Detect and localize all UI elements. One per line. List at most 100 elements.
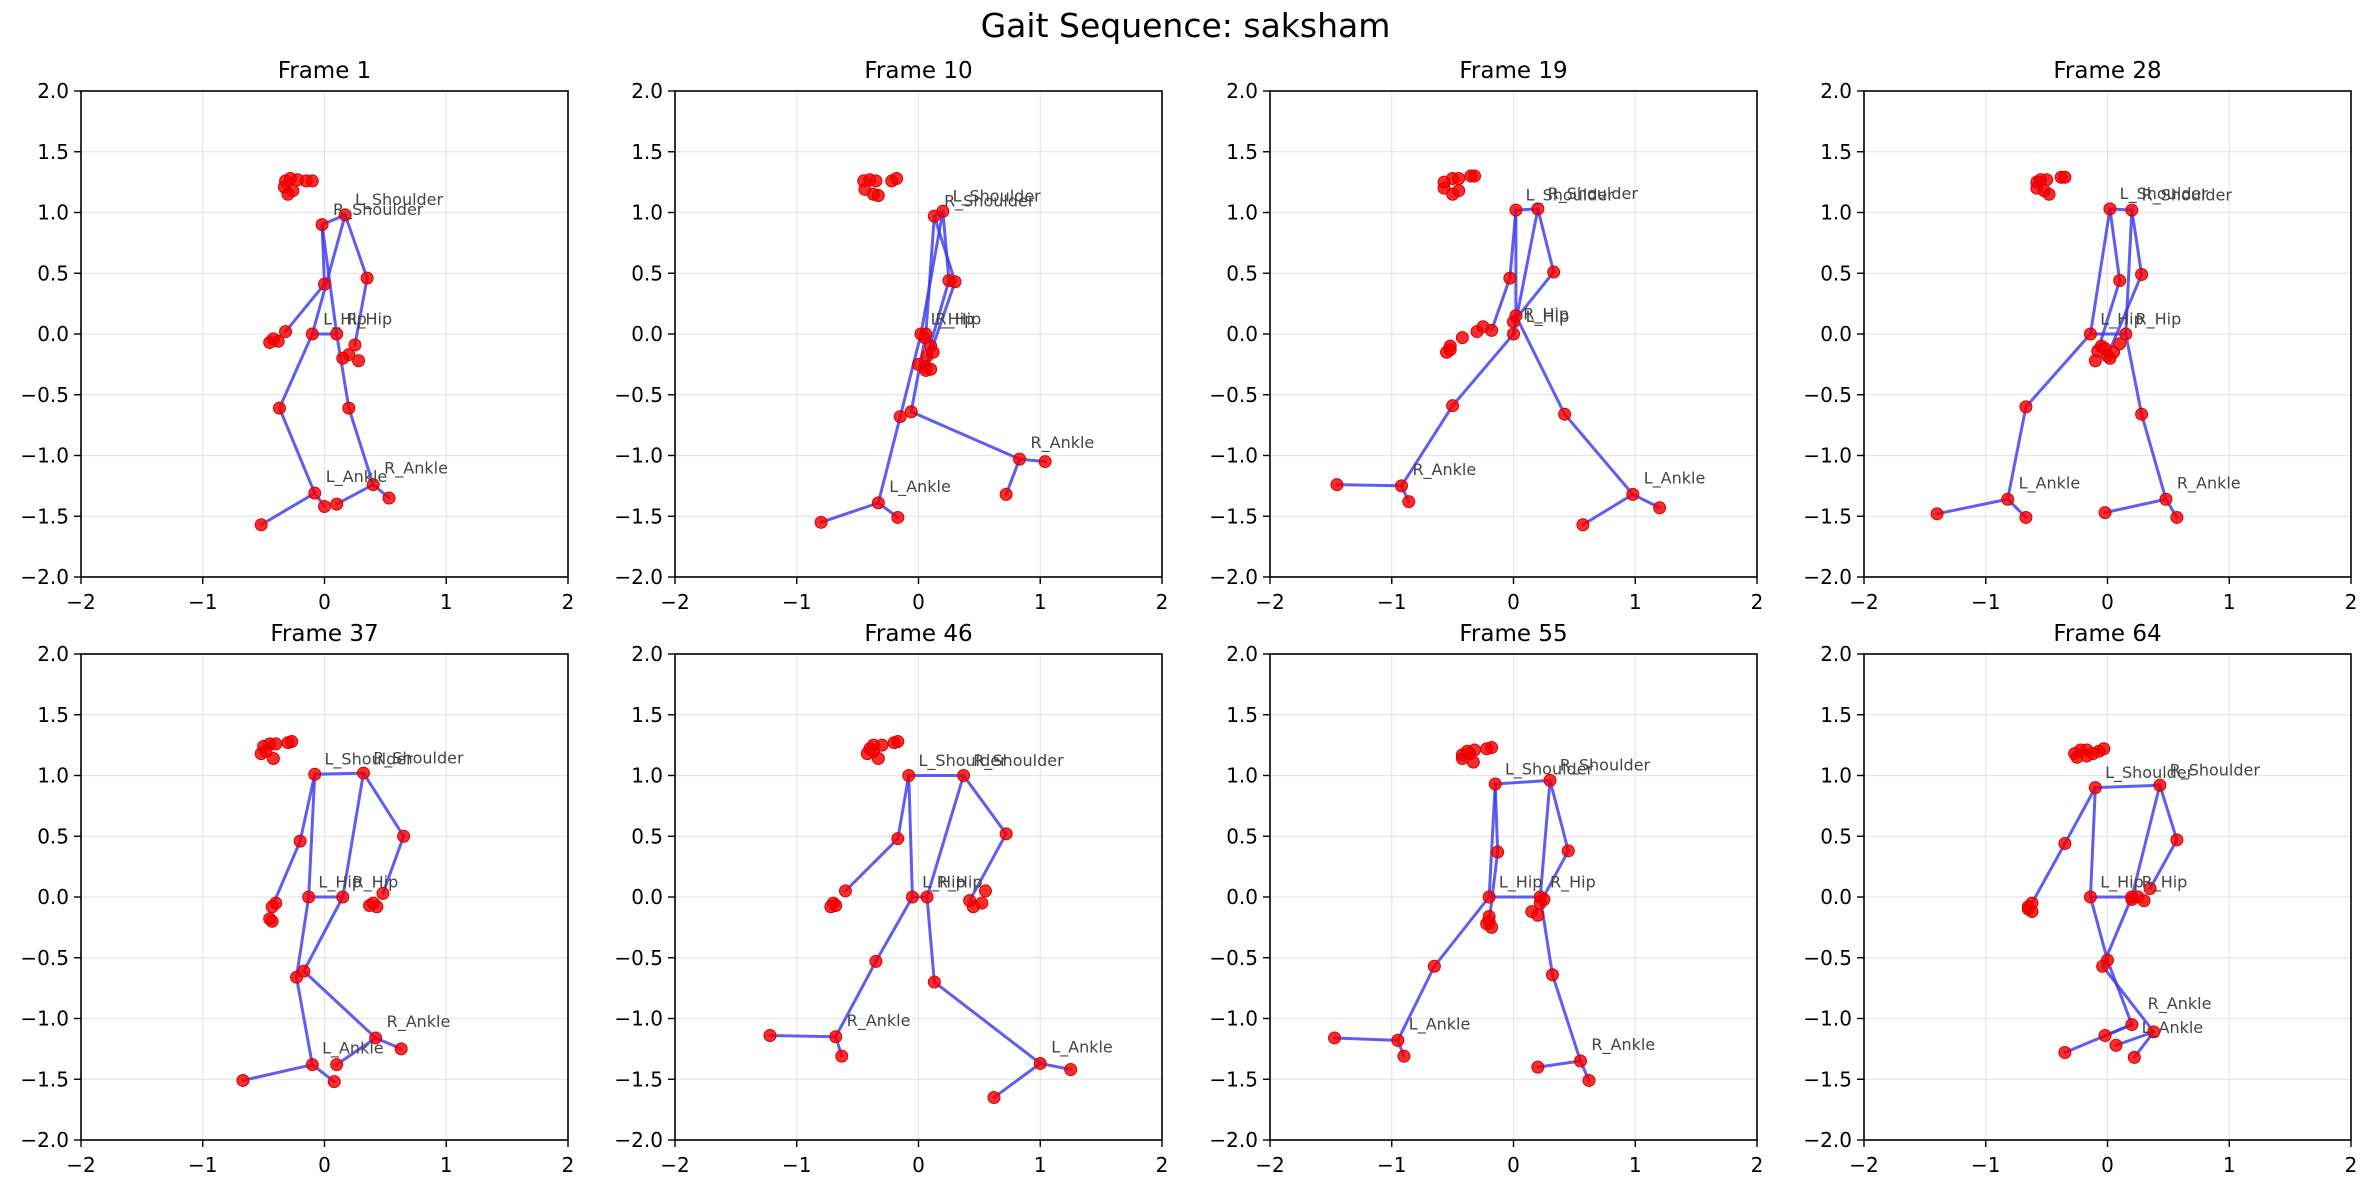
y-tick-label: 0.0 (37, 322, 69, 346)
bone-L_Ankle-L_Toe (241, 1063, 314, 1082)
x-tick-label: 1 (2223, 590, 2236, 614)
x-tick-label: −2 (1849, 1153, 1878, 1177)
y-tick-label: 0.5 (1226, 261, 1258, 285)
bone-R_Shoulder-R_Hip (924, 214, 936, 336)
joint-marker (975, 896, 989, 910)
joint-marker (1480, 917, 1494, 931)
joint-label: R_Ankle (384, 459, 448, 479)
joint-label: R_Hip (936, 309, 982, 329)
joint-marker (2119, 327, 2133, 341)
x-tick-label: −2 (66, 1153, 95, 1177)
head-marker (871, 188, 885, 202)
y-tick-label: 1.0 (631, 201, 663, 225)
joint-marker (927, 975, 941, 989)
head-marker (281, 187, 295, 201)
y-tick-label: 2.0 (1820, 642, 1852, 666)
bone-L_Shoulder-L_Elbow (941, 209, 951, 283)
joint-marker (1394, 479, 1408, 493)
joint-marker (342, 401, 356, 415)
y-tick-label: 0.0 (631, 322, 663, 346)
joint-marker (1397, 1049, 1411, 1063)
x-tick-label: 2 (2345, 1153, 2358, 1177)
joint-label: L_Shoulder (2105, 763, 2194, 783)
joint-marker (272, 401, 286, 415)
joint-marker (2096, 959, 2110, 973)
x-tick-label: 2 (562, 1153, 575, 1177)
bone-R_Hip-R_Knee (1538, 895, 1554, 977)
joint-label: L_Shoulder (1505, 759, 1594, 779)
bone-L_Shoulder-L_Elbow (2063, 786, 2097, 846)
joint-label: L_Shoulder (953, 187, 1042, 207)
bone-L_Hip-L_Knee (294, 895, 311, 979)
bone-L_Hip-L_Knee (874, 895, 914, 963)
joint-label: L_Hip (318, 872, 362, 892)
joint-marker (2103, 202, 2117, 216)
joint-marker (2135, 267, 2149, 281)
x-tick-label: −1 (1377, 1153, 1406, 1177)
head-marker (1485, 741, 1499, 755)
head-marker (1452, 171, 1466, 185)
bone-L_Shoulder-L_Elbow (2108, 207, 2122, 283)
joint-marker (2125, 1018, 2139, 1032)
bone-R_Ankle-R_Heel (2103, 497, 2168, 515)
x-tick-label: 1 (1629, 590, 1642, 614)
joint-marker (327, 1075, 341, 1089)
joint-marker (1013, 452, 1027, 466)
y-tick-label: −1.5 (20, 1067, 69, 1091)
bone-R_Elbow-R_Wrist (381, 834, 406, 895)
joint-marker (279, 325, 293, 339)
subplot-title: Frame 1 (278, 58, 372, 84)
joint-marker (2170, 510, 2184, 524)
joint-marker (2088, 781, 2102, 795)
bone-R_Shoulder-R_Elbow (1548, 778, 1570, 853)
joint-label: R_Ankle (1412, 460, 1476, 480)
joint-label: L_Ankle (1051, 1038, 1113, 1058)
y-tick-label: −2.0 (20, 565, 69, 589)
y-tick-label: 1.0 (1820, 764, 1852, 788)
x-tick-label: −1 (782, 590, 811, 614)
head-marker (305, 174, 319, 188)
y-tick-label: 1.0 (631, 764, 663, 788)
head-marker (890, 171, 904, 185)
joint-marker (302, 890, 316, 904)
y-tick-label: 1.0 (1226, 764, 1258, 788)
joint-label: L_Ankle (1644, 468, 1706, 488)
joint-marker (397, 829, 411, 843)
bone-R_Shoulder-R_Hip (341, 771, 365, 899)
joint-marker (376, 886, 390, 900)
joint-marker (829, 1030, 843, 1044)
bone-L_Ankle-L_Toe (1333, 1036, 1400, 1042)
y-tick-label: −0.5 (1803, 946, 1852, 970)
joint-marker (2170, 833, 2184, 847)
joint-marker (1573, 1054, 1587, 1068)
joint-marker (336, 890, 350, 904)
joint-label: R_Shoulder (1560, 756, 1651, 776)
bone-L_Knee-L_Ankle (2006, 405, 2028, 501)
bone-R_Knee-R_Ankle (347, 406, 375, 487)
joint-label: R_Shoulder (944, 191, 1035, 211)
bone-R_Hip-R_Knee (1451, 332, 1515, 408)
joint-marker (904, 405, 918, 419)
y-tick-label: −0.5 (20, 383, 69, 407)
joint-marker (2127, 1050, 2141, 1064)
y-tick-label: 1.5 (1226, 140, 1258, 164)
bone-L_Hip-L_Knee (898, 332, 923, 419)
y-tick-label: −1.0 (1803, 444, 1852, 468)
joint-marker (1503, 271, 1517, 285)
joint-marker (1653, 501, 1667, 515)
bone-R_Hip-R_Knee (335, 332, 351, 410)
y-tick-label: −1.0 (20, 1007, 69, 1031)
joint-label: R_Hip (353, 872, 399, 892)
joint-label: R_Ankle (1591, 1035, 1655, 1055)
joint-marker (1547, 265, 1561, 279)
joint-marker (2113, 337, 2127, 351)
bone-L_Knee-L_Ankle (1396, 964, 1436, 1042)
subplot-title: Frame 10 (864, 58, 972, 84)
joint-label: L_Ankle (326, 467, 388, 487)
joint-label: L_Ankle (2019, 473, 2081, 493)
joint-label: L_Hip (2100, 872, 2144, 892)
joint-marker (356, 766, 370, 780)
